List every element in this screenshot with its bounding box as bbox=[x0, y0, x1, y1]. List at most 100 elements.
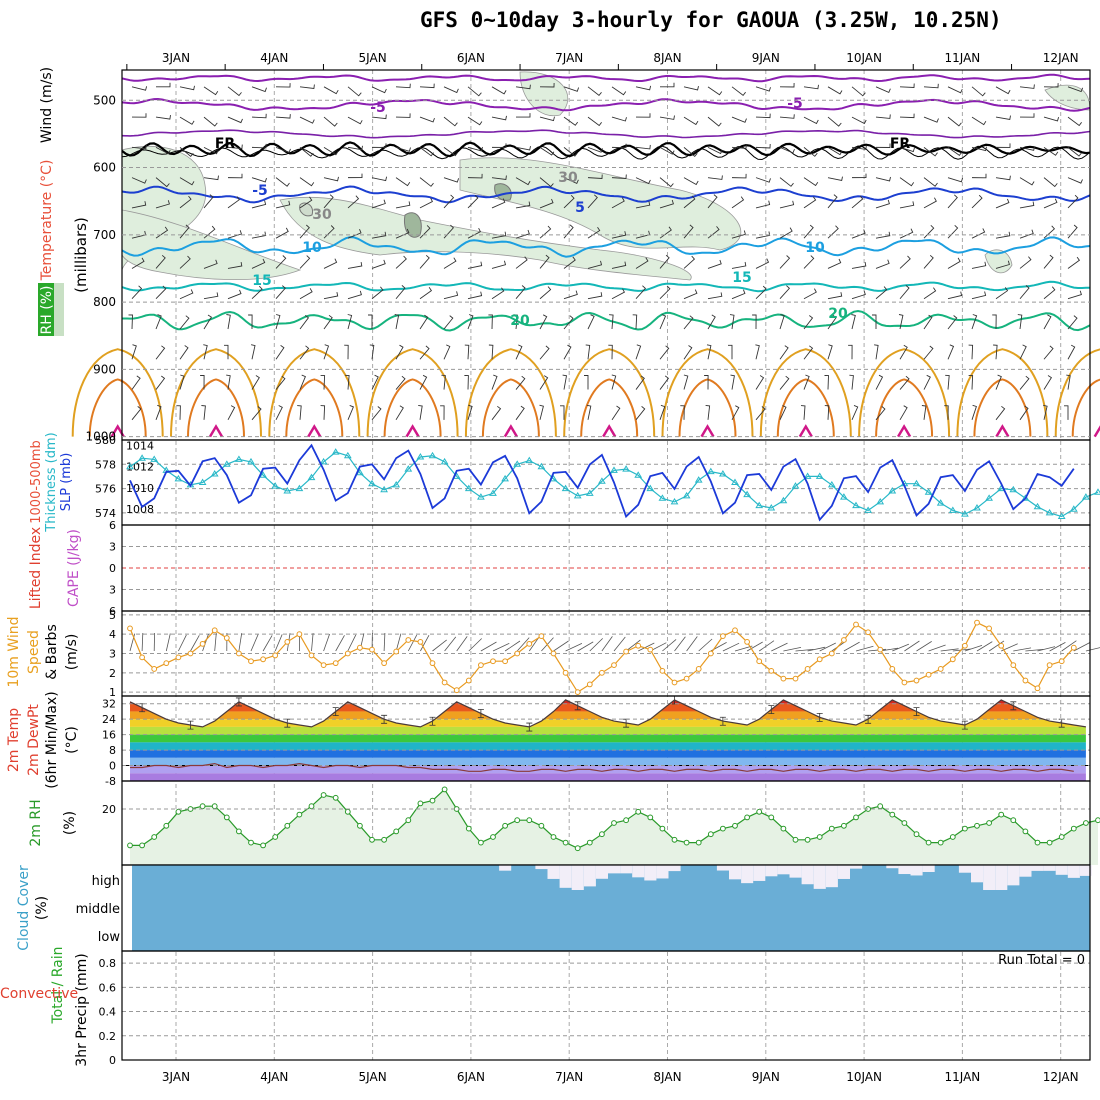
wind-barb bbox=[947, 177, 964, 183]
cloud-gap bbox=[1055, 865, 1068, 875]
rh-series-group bbox=[127, 786, 1100, 865]
wind10-series-point bbox=[659, 667, 666, 674]
cloud-gap bbox=[656, 865, 669, 879]
wind-barb bbox=[539, 146, 555, 156]
temp-band bbox=[130, 742, 1086, 751]
wind-barb bbox=[394, 314, 400, 330]
wind-barb bbox=[611, 261, 627, 269]
wind10-series-point bbox=[586, 681, 593, 688]
date-label-top: 12JAN bbox=[1043, 51, 1079, 65]
thickness-axis-tick: 580 bbox=[95, 434, 116, 447]
wind-barb bbox=[320, 374, 326, 390]
wind10-series-point bbox=[647, 646, 654, 653]
wind-barb bbox=[1019, 84, 1035, 89]
wind-barb bbox=[587, 314, 595, 330]
wind-barb bbox=[849, 374, 854, 390]
wind-barb bbox=[491, 260, 507, 269]
wind-barb bbox=[971, 86, 986, 97]
wind-barb bbox=[947, 291, 963, 300]
wind-barb bbox=[755, 86, 771, 92]
contour-label: 20 bbox=[510, 313, 530, 329]
rh-series-point bbox=[804, 836, 811, 843]
wind-barb bbox=[395, 375, 406, 390]
wind-barb bbox=[371, 259, 386, 269]
wind-barb bbox=[587, 292, 603, 300]
wind-barb bbox=[995, 143, 1011, 148]
wind-barb bbox=[971, 291, 987, 300]
wind-barb bbox=[467, 146, 483, 152]
wind-barb bbox=[179, 85, 195, 91]
wind-barb bbox=[368, 314, 373, 329]
wind-barb bbox=[467, 404, 473, 420]
li-tick: 6 bbox=[109, 605, 116, 618]
wind10-barb bbox=[795, 649, 814, 652]
wind-barb bbox=[275, 177, 290, 187]
wind10-barb bbox=[613, 636, 626, 652]
wind-barb bbox=[851, 314, 856, 330]
wind-barb bbox=[1064, 405, 1069, 420]
wind10-barb bbox=[335, 635, 345, 652]
wind-barb bbox=[827, 344, 833, 360]
wind10-barb bbox=[395, 633, 402, 652]
li-tick: 6 bbox=[109, 519, 116, 532]
date-label-top: 7JAN bbox=[555, 51, 583, 65]
wind-barb bbox=[176, 405, 181, 420]
thickness-series-point bbox=[271, 482, 280, 489]
temp-band bbox=[130, 773, 1086, 781]
wind-barb bbox=[659, 115, 675, 120]
wind10-barb bbox=[1073, 642, 1090, 652]
thickness-series-point bbox=[259, 471, 267, 478]
wind10-series-point bbox=[478, 662, 484, 668]
wind-barb bbox=[203, 146, 219, 155]
wind-barb bbox=[227, 116, 243, 124]
wind10-series-point bbox=[768, 667, 775, 674]
temp-band bbox=[130, 703, 1086, 712]
cloud-gap bbox=[777, 865, 790, 875]
temp-axis-label: Temperature (°C) bbox=[39, 160, 55, 282]
rh-series-point bbox=[756, 808, 763, 815]
wind-barb bbox=[299, 374, 306, 390]
wind-barb bbox=[371, 199, 386, 209]
thickness-series-point bbox=[198, 478, 207, 485]
thickness-series-point bbox=[1021, 494, 1030, 501]
wind-barb bbox=[227, 405, 236, 421]
rh-series-point bbox=[635, 808, 642, 815]
isotherm-30 bbox=[875, 378, 934, 437]
wind-barb bbox=[947, 86, 963, 94]
wind-barb bbox=[611, 86, 627, 96]
rh-series-point bbox=[320, 792, 327, 798]
isotherm-25 bbox=[71, 348, 164, 437]
wind10-barb bbox=[1061, 640, 1077, 652]
wind10-series-point bbox=[707, 650, 714, 657]
wind-barb bbox=[875, 406, 886, 421]
wind-barb bbox=[755, 375, 765, 390]
wind10-series-point bbox=[744, 639, 750, 645]
wind-barb bbox=[440, 405, 445, 420]
wind-barb bbox=[899, 255, 911, 269]
thickness-series-point bbox=[477, 493, 485, 500]
wind-barb bbox=[1067, 194, 1079, 209]
wind10-barb bbox=[383, 632, 386, 652]
thickness-series-point bbox=[779, 496, 788, 504]
isotherm-25 bbox=[759, 348, 852, 437]
wind-barb bbox=[299, 288, 313, 300]
wind-barb bbox=[226, 314, 231, 330]
wind10-series-point bbox=[441, 679, 448, 686]
wind-barb bbox=[611, 174, 627, 179]
wind-barb bbox=[659, 146, 675, 155]
wind-barb bbox=[488, 314, 493, 330]
wind-barb bbox=[1067, 315, 1078, 330]
wind-barb bbox=[827, 116, 842, 127]
wind-barb bbox=[251, 113, 267, 119]
contour-label: 5 bbox=[575, 200, 585, 216]
wind10-series-point bbox=[296, 631, 303, 638]
temp-tick: 32 bbox=[102, 698, 116, 711]
wind10-barb bbox=[783, 647, 802, 652]
wind-barb bbox=[995, 260, 1010, 269]
wind-barb bbox=[635, 144, 651, 150]
rh-series-point bbox=[260, 842, 267, 849]
thickness-series-point bbox=[985, 494, 993, 501]
wind10-barb bbox=[480, 641, 497, 652]
wind-barb bbox=[323, 194, 334, 209]
date-label-top: 3JAN bbox=[162, 51, 190, 65]
